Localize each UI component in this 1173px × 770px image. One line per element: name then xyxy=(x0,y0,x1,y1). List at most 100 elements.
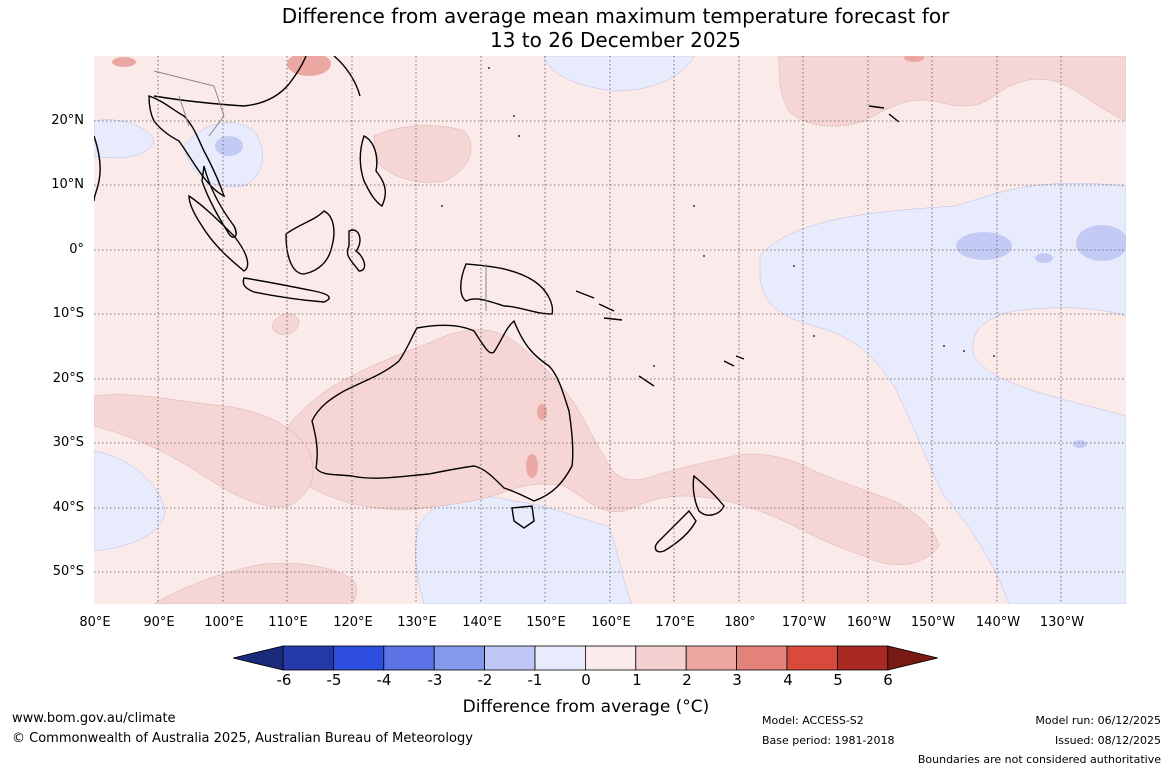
lat-label-30s: 30°S xyxy=(52,435,84,450)
colorbar-segment xyxy=(433,645,485,671)
lat-label-20s: 20°S xyxy=(52,371,84,386)
title-line-2: 13 to 26 December 2025 xyxy=(489,28,741,52)
colorbar-segment xyxy=(534,645,586,671)
colorbar-tick: 1 xyxy=(632,671,642,689)
lon-label-140e: 140°E xyxy=(462,615,502,630)
lon-label-160e: 160°E xyxy=(591,615,631,630)
anomaly-region-warm-strong-3 xyxy=(904,54,924,62)
map-title: Difference from average mean maximum tem… xyxy=(0,4,1173,52)
colorbar-tick: -3 xyxy=(427,671,443,689)
coast-malay-peninsula xyxy=(201,165,237,238)
lat-label-10n: 10°N xyxy=(51,177,84,192)
colorbar-tick: -6 xyxy=(276,671,292,689)
coast-new-zealand-north xyxy=(692,474,725,516)
lat-label-10s: 10°S xyxy=(52,306,84,321)
country-boundaries xyxy=(153,70,487,311)
coast-new-zealand-south xyxy=(654,509,697,553)
anomaly-region-warm-southern-ocean xyxy=(153,563,357,605)
lat-label-40s: 40°S xyxy=(52,500,84,515)
anomaly-region-warm-australia xyxy=(277,329,940,565)
colorbar-arrow-high xyxy=(887,645,938,671)
colorbar-label: Difference from average (°C) xyxy=(462,697,710,717)
lon-label-100e: 100°E xyxy=(204,615,244,630)
colorbar-segment xyxy=(584,645,637,671)
coast-india xyxy=(93,135,101,202)
lon-label-140w: 140°W xyxy=(975,615,1021,630)
anomaly-region-warm-north-pacific xyxy=(778,55,1127,127)
colorbar-tick: 3 xyxy=(732,671,742,689)
forecast-map xyxy=(93,52,1128,605)
colorbar-arrow-low xyxy=(233,645,284,671)
coast-borneo xyxy=(285,210,335,275)
coast-java xyxy=(242,277,330,303)
coast-solomon-islands xyxy=(575,290,623,321)
coast-hawaii xyxy=(868,105,900,123)
lon-label-160w: 160°W xyxy=(846,615,892,630)
anomaly-region-warm-strong-5 xyxy=(537,404,547,420)
anomaly-region-cool-strong-2 xyxy=(1076,225,1128,261)
colorbar-segment xyxy=(484,645,536,671)
colorbar-segment xyxy=(837,645,889,671)
base-period-text: Base period: 1981-2018 xyxy=(762,734,895,747)
lat-label-20n: 20°N xyxy=(51,113,84,128)
coast-sulawesi xyxy=(346,229,366,272)
anomaly-region-warm-philippine-sea xyxy=(373,125,472,183)
anomaly-region-cool-bay-of-bengal xyxy=(93,119,155,159)
anomaly-region-warm-strong-2 xyxy=(112,57,136,67)
anomaly-region-cool-strong-3 xyxy=(1035,253,1053,263)
colorbar xyxy=(233,645,938,671)
colorbar-segment xyxy=(383,645,435,671)
model-run-text: Model run: 06/12/2025 xyxy=(1035,714,1161,727)
map-svg xyxy=(93,52,1128,605)
colorbar-segment xyxy=(685,645,738,671)
colorbar-tick: 4 xyxy=(783,671,793,689)
coast-new-caledonia xyxy=(638,375,655,387)
anomaly-region-cool-strong-1 xyxy=(956,232,1012,260)
colorbar-tick: 5 xyxy=(833,671,843,689)
colorbar-segment xyxy=(786,645,838,671)
copyright-text: © Commonwealth of Australia 2025, Austra… xyxy=(12,731,473,746)
anomaly-region-cool-strong-5 xyxy=(215,136,243,156)
lon-label-170w: 170°W xyxy=(781,615,827,630)
anomaly-region-warm-timor xyxy=(272,313,300,335)
website-link[interactable]: www.bom.gov.au/climate xyxy=(12,711,176,726)
anomaly-region-warm-indian-ocean xyxy=(93,394,314,508)
lat-label-equator: 0° xyxy=(69,242,84,257)
pacific-islands xyxy=(441,67,995,367)
lon-label-150e: 150°E xyxy=(526,615,566,630)
coast-australia xyxy=(311,319,574,502)
anomaly-region-warm-strong-4 xyxy=(526,454,538,478)
colorbar-tick: -2 xyxy=(477,671,493,689)
lon-label-90e: 90°E xyxy=(143,615,175,630)
colorbar-tick: 2 xyxy=(682,671,692,689)
model-text: Model: ACCESS-S2 xyxy=(762,714,864,727)
lon-label-150w: 150°W xyxy=(910,615,956,630)
lon-label-80e: 80°E xyxy=(79,615,111,630)
anomaly-region-cool-north-pacific xyxy=(543,55,695,92)
disclaimer-text: Boundaries are not considered authoritat… xyxy=(917,753,1161,766)
lon-label-130e: 130°E xyxy=(397,615,437,630)
coast-sumatra xyxy=(188,194,249,272)
colorbar-tick: 0 xyxy=(581,671,591,689)
colorbar-segment xyxy=(736,645,788,671)
coast-philippines xyxy=(359,135,386,208)
colorbar-tick: -4 xyxy=(376,671,392,689)
colorbar-segment xyxy=(635,645,687,671)
coast-tasmania xyxy=(511,505,535,529)
anomaly-region-cool-southern-ocean-west xyxy=(93,450,165,552)
coast-fiji xyxy=(723,355,745,367)
lat-label-50s: 50°S xyxy=(52,564,84,579)
coast-china xyxy=(153,55,307,107)
issued-text: Issued: 08/12/2025 xyxy=(1054,734,1161,747)
lon-label-110e: 110°E xyxy=(268,615,308,630)
title-line-1: Difference from average mean maximum tem… xyxy=(281,4,950,28)
colorbar-tick: -1 xyxy=(527,671,543,689)
colorbar-segment xyxy=(282,645,334,671)
colorbar-segments xyxy=(233,645,938,671)
colorbar-tick: 6 xyxy=(883,671,893,689)
anomaly-region-cool-pacific xyxy=(759,183,1127,605)
graticule xyxy=(94,56,1126,604)
lon-label-120e: 120°E xyxy=(333,615,373,630)
colorbar-tick: -5 xyxy=(326,671,342,689)
lon-label-130w: 130°W xyxy=(1039,615,1085,630)
